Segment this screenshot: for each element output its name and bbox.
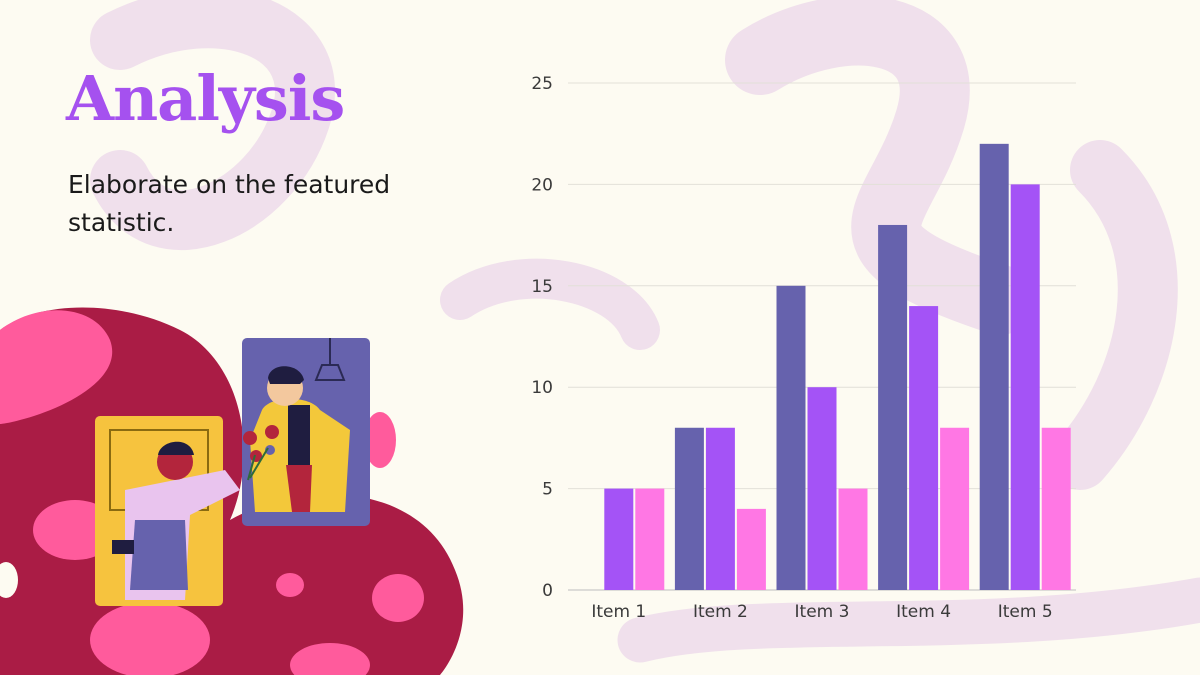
y-tick-label: 5 [542,480,553,500]
bars [604,143,1071,590]
page-subtitle: Elaborate on the featured statistic. [68,170,391,237]
card-person-left [95,416,240,606]
y-axis-ticks: 0 5 10 15 20 25 [531,74,553,601]
bar-s2-1 [604,488,634,590]
y-tick-label: 25 [531,74,553,94]
illustration [0,307,464,675]
bar-s1-3 [776,285,806,590]
bar-s3-5 [1041,427,1071,590]
x-tick-label: Item 4 [896,602,951,622]
bar-s1-4 [878,224,908,590]
bar-s1-5 [979,143,1009,590]
page-title: Analysis [66,62,345,135]
x-tick-label: Item 3 [795,602,850,622]
bar-s2-3 [807,387,837,590]
x-tick-label: Item 1 [591,602,646,622]
bar-s3-2 [736,508,766,590]
x-axis-ticks: Item 1 Item 2 Item 3 Item 4 Item 5 [591,602,1052,622]
bar-s2-2 [705,427,735,590]
y-tick-label: 10 [531,378,553,398]
x-tick-label: Item 5 [998,602,1053,622]
flower-bouquet [243,425,279,481]
x-tick-label: Item 2 [693,602,748,622]
bar-s1-2 [674,427,704,590]
bar-s3-3 [838,488,868,590]
bar-s2-5 [1010,184,1040,590]
y-tick-label: 0 [542,581,553,601]
y-tick-label: 15 [531,277,553,297]
bar-s2-4 [909,306,939,590]
y-tick-label: 20 [531,175,553,195]
bar-s3-1 [635,488,665,590]
bar-s3-4 [940,427,970,590]
